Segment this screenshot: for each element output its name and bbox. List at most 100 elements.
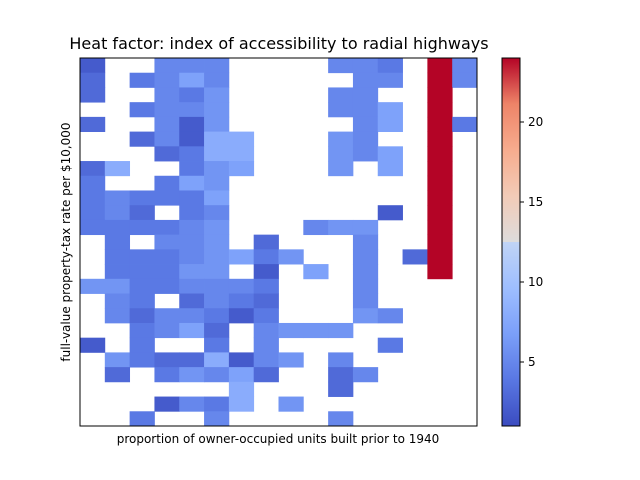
heatmap-cell [129, 72, 155, 88]
heatmap-cell [328, 161, 354, 177]
heatmap-cell [278, 322, 304, 339]
heatmap-cell [154, 367, 180, 383]
heatmap-cell [328, 381, 354, 397]
heatmap-cell [104, 161, 131, 177]
heatmap-cell [129, 102, 155, 118]
heatmap-cell [204, 72, 230, 88]
heatmap-cell [204, 116, 230, 132]
heatmap-cell [80, 205, 106, 221]
heatmap-cell [80, 278, 106, 294]
heatmap-cell [179, 322, 205, 339]
heatmap-cell [328, 367, 354, 383]
heatmap-cell [352, 87, 379, 103]
heatmap-cell [253, 249, 279, 265]
heatmap-cell [204, 264, 230, 280]
heatmap-cell [104, 352, 131, 368]
heatmap-cell [228, 278, 255, 294]
heatmap-cell [179, 58, 205, 74]
heatmap-cell [179, 367, 205, 383]
heatmap-cell [427, 205, 453, 221]
heatmap-cell [228, 381, 255, 397]
heatmap-cell [377, 205, 403, 221]
heatmap-cell [129, 219, 155, 236]
heatmap-cell [204, 308, 230, 324]
heatmap-cell [328, 352, 354, 368]
heatmap-cell [80, 161, 106, 177]
heatmap-cell [204, 411, 230, 427]
heatmap-cell [179, 234, 205, 250]
heatmap-cell [228, 131, 255, 147]
heatmap-cell [253, 264, 279, 280]
heatmap-cell [427, 58, 453, 74]
heatmap-cell [179, 116, 205, 132]
heatmap-cell [129, 411, 155, 427]
heatmap-cell [154, 131, 180, 147]
heatmap-cell [154, 190, 180, 206]
heatmap-cell [228, 396, 255, 412]
heatmap-cell [104, 367, 131, 383]
heatmap-cell [179, 308, 205, 324]
heatmap-cell [253, 337, 279, 353]
heatmap-cell [129, 278, 155, 294]
heatmap-cell [452, 72, 478, 88]
colorbar-tick-label: 5 [528, 355, 536, 369]
heatmap-cell [352, 249, 379, 265]
heatmap-cell [427, 175, 453, 191]
heatmap-cell [129, 322, 155, 339]
heatmap-cell [253, 352, 279, 368]
heatmap-cell [154, 322, 180, 339]
heatmap-cell [154, 58, 180, 74]
colorbar-tick-label: 10 [528, 275, 543, 289]
heatmap-cell [179, 72, 205, 88]
heatmap-cell [80, 337, 106, 353]
heatmap-cell [427, 72, 453, 88]
heatmap-cell [427, 190, 453, 206]
heatmap-cell [352, 146, 379, 162]
heatmap-cell [377, 308, 403, 324]
heatmap-cell [179, 190, 205, 206]
heatmap-cell [303, 264, 329, 280]
heatmap-cell [278, 396, 304, 412]
heatmap-cell [129, 131, 155, 147]
heatmap-cell [80, 175, 106, 191]
heatmap-cell [80, 219, 106, 236]
heatmap-cell [80, 72, 106, 88]
heatmap-cell [452, 58, 478, 74]
heatmap-cell [129, 352, 155, 368]
heatmap-cell [328, 58, 354, 74]
heatmap-cell [179, 396, 205, 412]
heatmap-cell [228, 161, 255, 177]
heatmap-cell [129, 337, 155, 353]
heatmap-cell [402, 249, 428, 265]
heatmap-cell [253, 367, 279, 383]
heatmap-cell [278, 249, 304, 265]
heatmap-cell [154, 72, 180, 88]
heatmap-cell [377, 161, 403, 177]
heatmap-cell [129, 190, 155, 206]
heatmap-cell [154, 352, 180, 368]
heatmap-cell [80, 58, 106, 74]
heatmap-cell [204, 367, 230, 383]
heatmap-cell [129, 308, 155, 324]
colorbar-ticks: 5 10 15 20 [520, 115, 543, 369]
heatmap-cell [104, 249, 131, 265]
heatmap-cell [228, 146, 255, 162]
heatmap-cell [352, 58, 379, 74]
heatmap-cell [204, 219, 230, 236]
heatmap-cell [352, 264, 379, 280]
heatmap-cell [179, 264, 205, 280]
heatmap-cell [104, 308, 131, 324]
heatmap-cell [179, 161, 205, 177]
heatmap-cell [253, 308, 279, 324]
heatmap-cell [129, 293, 155, 309]
heatmap-cells [80, 58, 478, 427]
chart-title: Heat factor: index of accessibility to r… [69, 34, 488, 53]
heatmap-cell [427, 219, 453, 236]
heatmap-cell [179, 102, 205, 118]
heatmap-cell [352, 116, 379, 132]
heatmap-cell [328, 411, 354, 427]
heatmap-cell [352, 367, 379, 383]
heatmap-cell [104, 264, 131, 280]
heatmap-cell [328, 146, 354, 162]
